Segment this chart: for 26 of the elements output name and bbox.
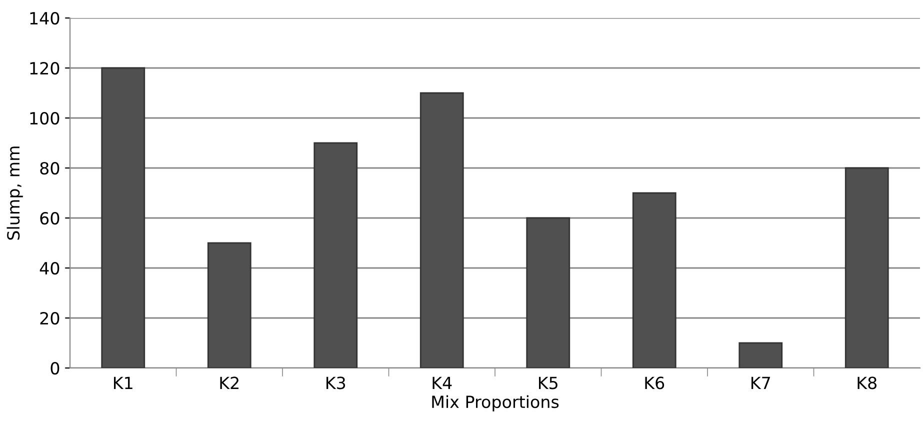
y-tick-label: 40 — [40, 262, 60, 275]
y-tick-label: 120 — [30, 62, 60, 75]
x-tick-label: K2 — [220, 376, 238, 389]
x-tick-label: K8 — [858, 376, 876, 390]
y-tick-label: 60 — [40, 212, 60, 225]
y-tick-label: 0 — [50, 362, 60, 375]
x-tick-label: K4 — [432, 376, 452, 389]
bar — [526, 217, 570, 368]
bar — [420, 92, 464, 368]
x-tick-label: K5 — [538, 376, 558, 390]
y-tick-label: 100 — [30, 112, 60, 125]
bar — [314, 142, 358, 368]
x-tick-label: K3 — [326, 376, 346, 390]
bar — [738, 342, 783, 368]
y-tick-label: 80 — [40, 162, 60, 175]
bar — [632, 192, 676, 368]
y-axis-title: Slump, mm — [6, 146, 23, 240]
y-tick-label: 20 — [40, 312, 60, 325]
bar — [101, 67, 146, 368]
bar — [844, 167, 889, 368]
y-tick-label: 140 — [30, 12, 60, 25]
bar — [207, 242, 252, 368]
x-tick-label: K1 — [114, 376, 132, 389]
x-tick-label: K6 — [645, 376, 664, 390]
x-axis-title: Mix Proportions — [432, 395, 559, 412]
x-tick-label: K7 — [751, 376, 770, 389]
